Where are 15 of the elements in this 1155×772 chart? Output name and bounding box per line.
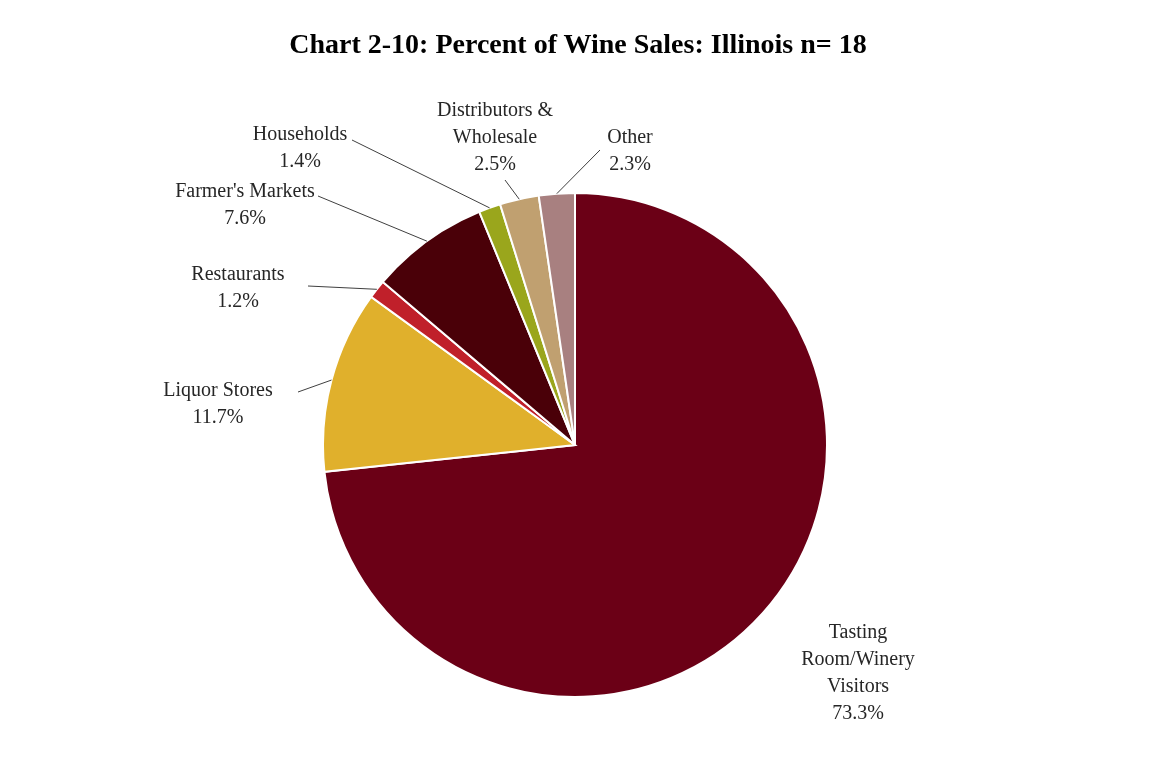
data-label: 1.2%	[217, 289, 259, 311]
data-label: 2.3%	[609, 152, 651, 174]
chart-title: Chart 2-10: Percent of Wine Sales: Illinois n= 18	[289, 28, 867, 59]
slice-label: Tasting Room/Winery Visitors	[801, 620, 915, 696]
slice-label: Farmer's Markets	[175, 179, 316, 201]
slice-label: Households	[252, 122, 348, 144]
data-label: 11.7%	[192, 405, 244, 427]
slice-label: Restaurants	[191, 262, 285, 284]
data-label: 73.3%	[832, 701, 884, 723]
slice-label: Distributors & Wholesale	[436, 98, 554, 147]
slice-label: Liquor Stores	[163, 378, 273, 401]
data-label: 2.5%	[474, 152, 516, 174]
data-label: 7.6%	[224, 206, 266, 228]
data-label: 1.4%	[279, 149, 321, 171]
slice-label: Other	[607, 125, 654, 147]
